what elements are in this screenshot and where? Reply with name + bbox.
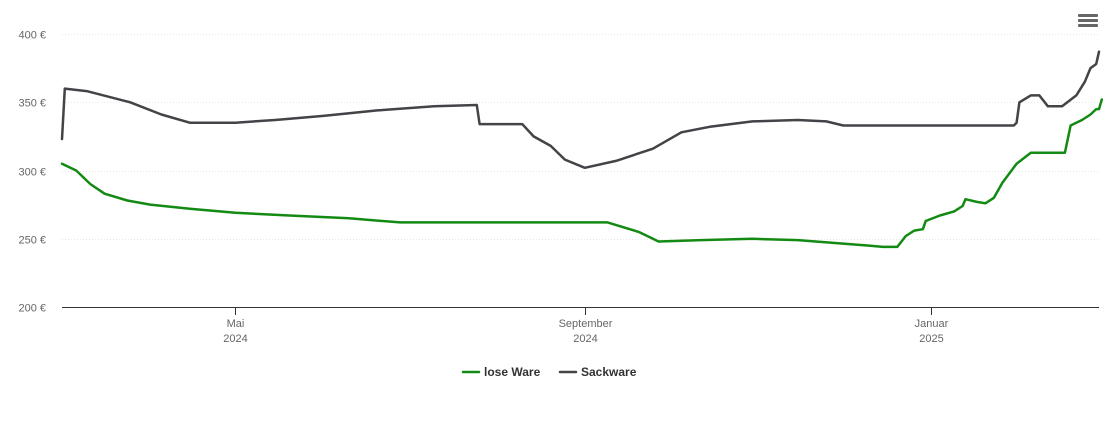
series-line-lose-ware — [60, 98, 1104, 249]
x-axis — [62, 307, 1099, 315]
legend-item-label: Sackware — [581, 365, 637, 379]
y-tick-label: 300 € — [18, 167, 46, 179]
x-tick-year-label: 2024 — [223, 333, 247, 345]
menu-bar — [1078, 14, 1098, 17]
y-tick-label: 400 € — [18, 30, 46, 42]
series-lines — [60, 50, 1104, 249]
x-tick-label: Januar — [915, 318, 949, 330]
legend: lose Ware Sackware — [461, 365, 637, 379]
legend-item-label: lose Ware — [484, 365, 541, 379]
grid-lines — [62, 34, 1099, 240]
x-tick-year-label: 2024 — [573, 333, 597, 345]
x-tick-label: September — [559, 318, 613, 330]
y-tick-label: 200 € — [18, 303, 46, 315]
x-axis-labels: Mai 2024 September 2024 Januar 2025 — [223, 318, 948, 345]
menu-bar — [1078, 24, 1098, 27]
y-axis-labels: 200 € 250 € 300 € 350 € 400 € — [18, 30, 46, 315]
y-tick-label: 250 € — [18, 235, 46, 247]
x-tick-label: Mai — [227, 318, 245, 330]
series-line-sackware — [60, 50, 1101, 170]
x-tick-year-label: 2025 — [919, 333, 943, 345]
hamburger-menu-icon[interactable] — [1078, 12, 1098, 32]
menu-bar — [1078, 19, 1098, 22]
y-tick-label: 350 € — [18, 98, 46, 110]
